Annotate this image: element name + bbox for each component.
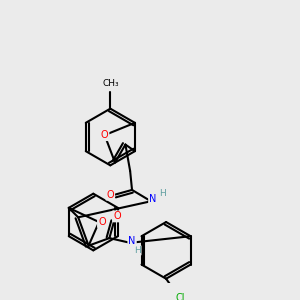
Text: O: O	[101, 130, 108, 140]
Text: CH₃: CH₃	[102, 79, 119, 88]
Text: N: N	[128, 236, 136, 246]
Text: H: H	[134, 246, 141, 255]
Text: Cl: Cl	[176, 292, 185, 300]
Text: N: N	[149, 194, 157, 204]
Text: O: O	[113, 212, 121, 221]
Text: H: H	[159, 189, 166, 198]
Text: O: O	[98, 217, 106, 227]
Text: O: O	[106, 190, 114, 200]
